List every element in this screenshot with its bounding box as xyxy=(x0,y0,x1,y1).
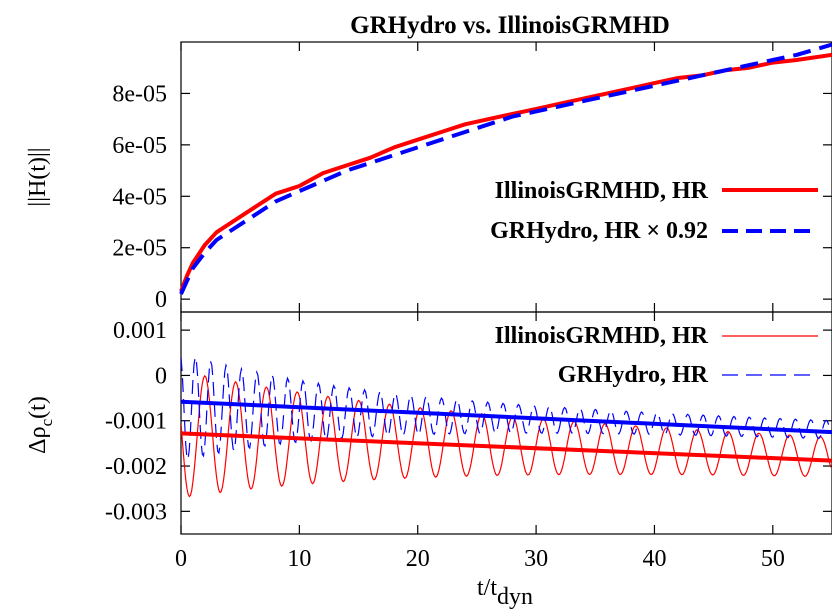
bottom-panel-frame xyxy=(180,311,832,535)
top-y-tick-label: 8e-05 xyxy=(112,81,167,107)
top-panel-frame xyxy=(180,41,832,313)
top-legend: IllinoisGRMHD, HR GRHydro, HR × 0.92 xyxy=(490,178,818,244)
series-grhydro-hr-scaled-line xyxy=(179,42,832,295)
series-illinois-hr-oscillation xyxy=(181,374,832,498)
x-tick-label: 20 xyxy=(406,546,430,572)
top-y-tick-label: 2e-05 xyxy=(112,236,167,262)
legend-entry-illinois-hr-bottom: IllinoisGRMHD, HR xyxy=(495,323,709,349)
legend-entry-grhydro-hr-scaled: GRHydro, HR × 0.92 xyxy=(490,218,708,244)
x-tick-label: 40 xyxy=(642,546,666,572)
top-panel-series xyxy=(179,42,832,295)
bottom-y-tick-label: -0.003 xyxy=(105,499,167,525)
top-y-tick-label: 6e-05 xyxy=(112,133,167,159)
x-tick-label: 10 xyxy=(287,546,311,572)
bottom-y-tick-label: -0.001 xyxy=(105,409,167,435)
series-illinois-hr-fit xyxy=(181,431,832,463)
bottom-panel-ticks: 0.001 0 -0.001 -0.002 -0.003 0 10 20 30 40 50 xyxy=(105,312,832,572)
top-y-tick-label: 0 xyxy=(155,287,167,313)
x-tick-label: 30 xyxy=(524,546,548,572)
x-tick-label: 50 xyxy=(761,546,785,572)
bottom-panel-series xyxy=(181,357,832,498)
top-y-axis-label: ||H(t)|| xyxy=(25,147,51,206)
bottom-y-tick-label: -0.002 xyxy=(105,454,167,480)
chart-title: GRHydro vs. IllinoisGRMHD xyxy=(350,12,670,39)
x-axis-label: t/tdyn xyxy=(477,575,533,610)
series-grhydro-hr-fit xyxy=(181,399,832,435)
bottom-y-tick-label: 0.001 xyxy=(113,318,167,344)
series-illinois-hr-line xyxy=(179,52,832,293)
top-panel-ticks: 0 2e-05 4e-05 6e-05 8e-05 xyxy=(112,42,832,313)
bottom-y-axis-label: Δρc(t) xyxy=(25,396,56,454)
legend-entry-illinois-hr: IllinoisGRMHD, HR xyxy=(495,178,709,204)
bottom-legend: IllinoisGRMHD, HR GRHydro, HR xyxy=(495,323,818,388)
legend-entry-grhydro-hr-bottom: GRHydro, HR xyxy=(558,362,709,388)
x-tick-label: 0 xyxy=(175,546,187,572)
top-y-tick-label: 4e-05 xyxy=(112,184,167,210)
bottom-y-tick-label: 0 xyxy=(155,363,167,389)
